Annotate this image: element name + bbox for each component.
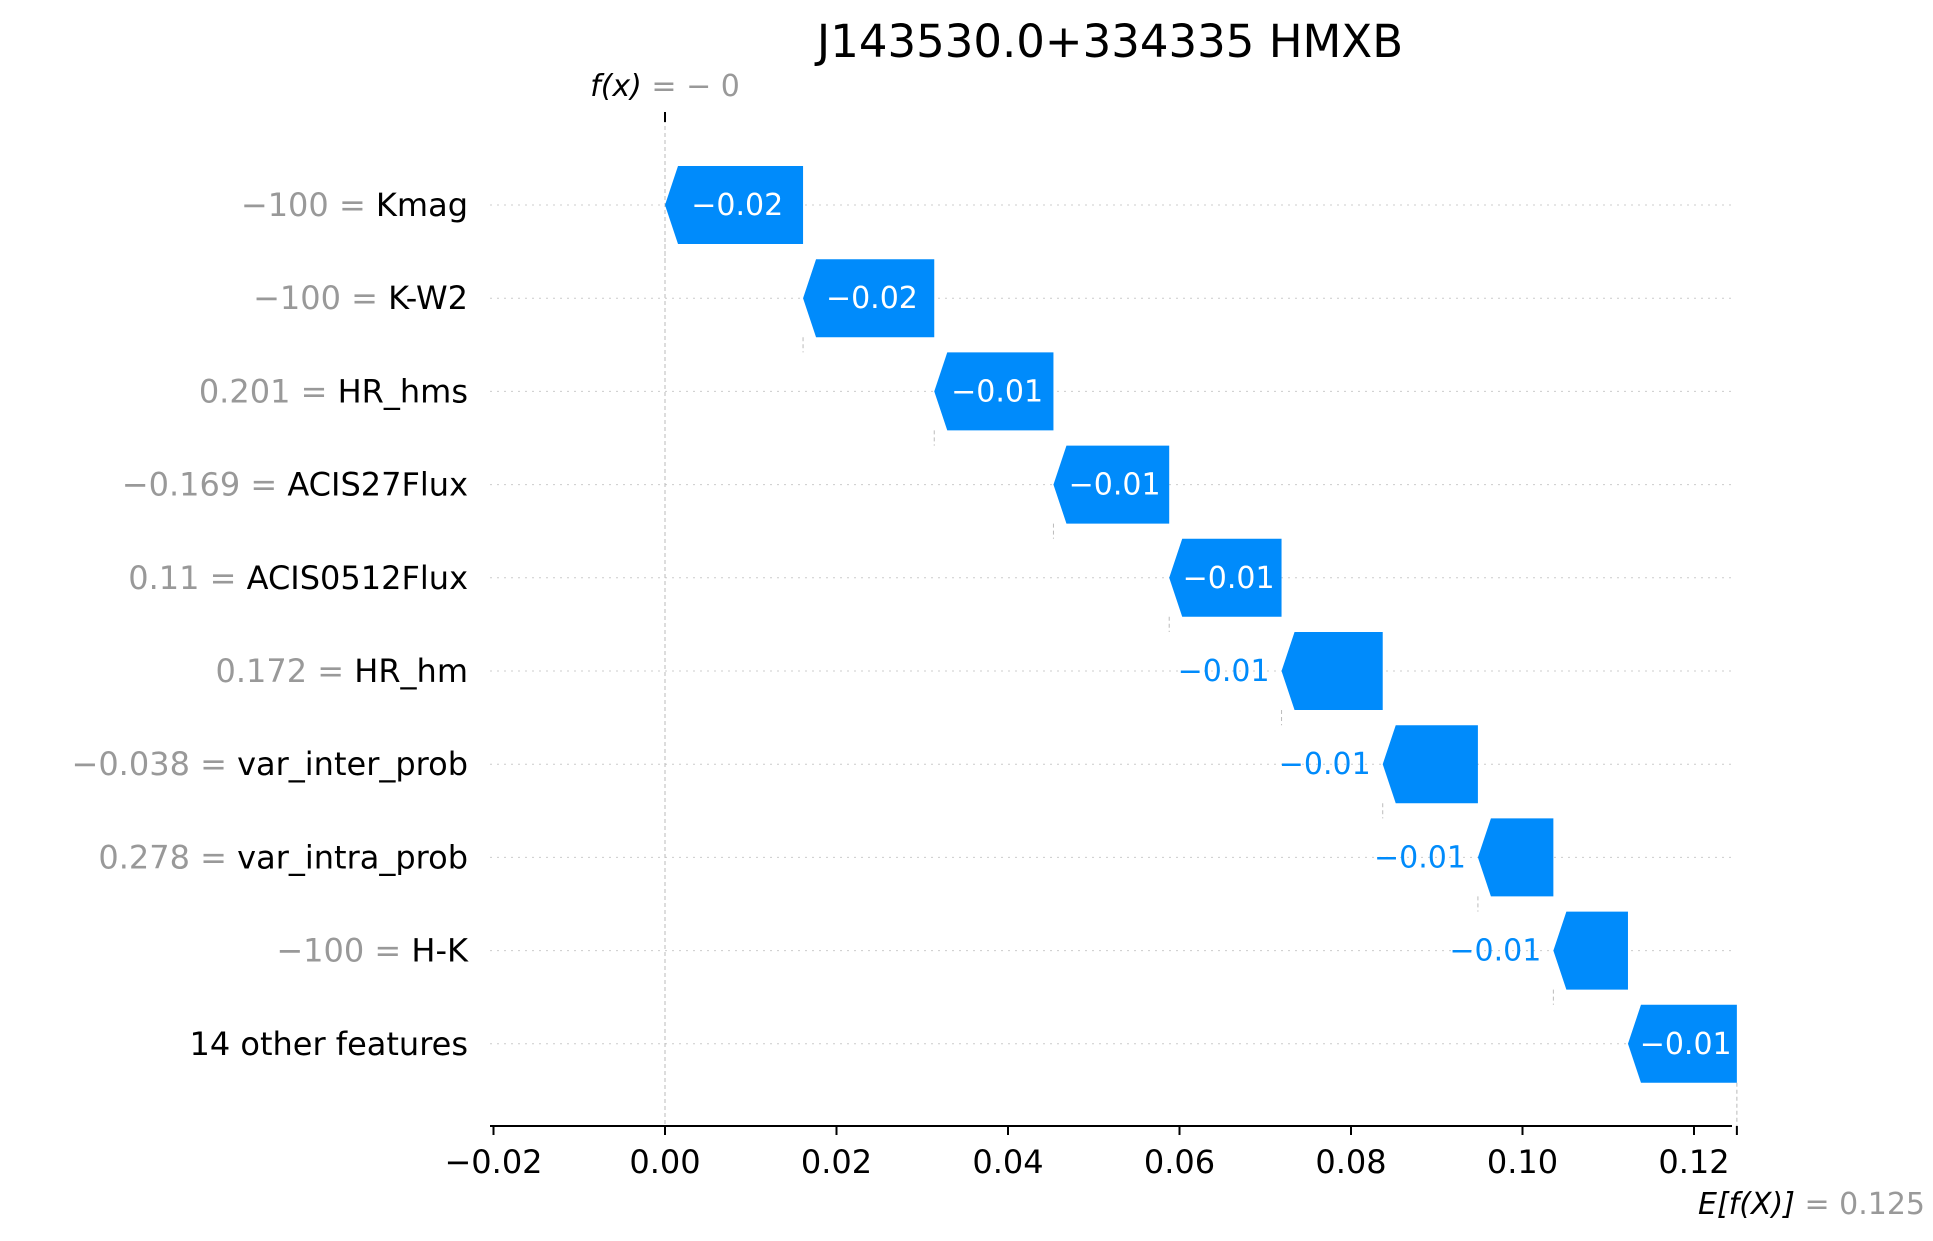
annotation-layer: f(x) = − 0 E[f(X)] = 0.125 xyxy=(590,69,1925,1222)
feature-label: −100 = K-W2 xyxy=(253,279,468,317)
feature-label: −0.038 = var_inter_prob xyxy=(72,745,469,783)
feature-name: var_intra_prob xyxy=(237,838,468,876)
feature-value: −100 = xyxy=(241,186,376,224)
feature-value: −100 = xyxy=(253,279,388,317)
feature-label: −100 = H-K xyxy=(276,932,469,970)
bar-value-label: −0.02 xyxy=(826,281,918,316)
bar-value-label: −0.01 xyxy=(1183,561,1275,596)
bar-value-label: −0.01 xyxy=(951,374,1043,409)
bar-value-label: −0.01 xyxy=(1449,934,1541,969)
feature-value: −0.169 = xyxy=(122,466,288,504)
contribution-bar xyxy=(803,259,935,338)
contribution-bar xyxy=(934,352,1054,431)
feature-label: 14 other features xyxy=(189,1025,468,1063)
feature-name: HR_hm xyxy=(354,652,468,690)
fx-value: = − 0 xyxy=(651,69,739,104)
feature-label: −100 = Kmag xyxy=(241,186,468,224)
base-value: = 0.125 xyxy=(1804,1187,1925,1222)
feature-name: HR_hms xyxy=(338,372,468,410)
bar-value-label: −0.02 xyxy=(691,188,783,223)
feature-name: H-K xyxy=(411,932,469,970)
fx-annotation: f(x) = − 0 xyxy=(590,69,740,104)
feature-value: 0.11 = xyxy=(128,559,246,597)
bar-value-label: −0.01 xyxy=(1069,468,1161,503)
contribution-bar xyxy=(665,166,804,244)
bar-value-label: −0.01 xyxy=(1640,1027,1732,1062)
contribution-bar xyxy=(1382,725,1478,804)
base-label: E[f(X)] xyxy=(1698,1187,1804,1222)
feature-label: 0.201 = HR_hms xyxy=(199,372,468,410)
contribution-bar xyxy=(1053,445,1170,524)
feature-value: −0.038 = xyxy=(72,745,238,783)
x-tick-label: 0.10 xyxy=(1487,1143,1558,1181)
feature-value: 0.172 = xyxy=(215,652,354,690)
x-tick-label: 0.08 xyxy=(1315,1143,1386,1181)
label-layer: −100 = Kmag −0.02 −100 = K-W2 −0.02 0.201 = … xyxy=(72,186,1732,1063)
feature-name: Kmag xyxy=(376,186,468,224)
feature-name: 14 other features xyxy=(189,1025,468,1063)
feature-name: K-W2 xyxy=(388,279,468,317)
x-tick-label: −0.02 xyxy=(444,1143,542,1181)
chart-title: J143530.0+334335 HMXB xyxy=(814,15,1403,68)
x-tick-label: 0.12 xyxy=(1658,1143,1729,1181)
feature-label: 0.172 = HR_hm xyxy=(215,652,468,690)
bar-value-label: −0.01 xyxy=(1374,840,1466,875)
feature-value: 0.278 = xyxy=(98,838,237,876)
contribution-bar xyxy=(1169,538,1282,617)
grid-layer xyxy=(490,204,1732,1045)
feature-label: −0.169 = ACIS27Flux xyxy=(122,466,468,504)
feature-name: var_inter_prob xyxy=(237,745,468,783)
contribution-bar xyxy=(1627,1004,1737,1083)
base-value-annotation: E[f(X)] = 0.125 xyxy=(1698,1187,1925,1222)
feature-label: 0.11 = ACIS0512Flux xyxy=(128,559,468,597)
x-tick-label: 0.06 xyxy=(1144,1143,1215,1181)
feature-value: −100 = xyxy=(276,932,411,970)
feature-name: ACIS0512Flux xyxy=(247,559,468,597)
contribution-bar xyxy=(1477,818,1554,897)
bar-value-label: −0.01 xyxy=(1178,654,1270,689)
x-tick-label: 0.04 xyxy=(972,1143,1043,1181)
feature-value: 0.201 = xyxy=(199,372,338,410)
connector-layer xyxy=(664,112,1738,1126)
x-tick-label: 0.00 xyxy=(629,1143,700,1181)
fx-label: f(x) xyxy=(590,69,651,104)
bar-layer xyxy=(665,166,1737,1083)
x-axis: −0.02 0.00 0.02 0.04 0.06 0.08 0.10 0.12 xyxy=(444,1125,1738,1181)
bar-value-label: −0.01 xyxy=(1279,747,1371,782)
feature-name: ACIS27Flux xyxy=(287,466,468,504)
contribution-bar xyxy=(1553,911,1628,990)
x-tick-label: 0.02 xyxy=(801,1143,872,1181)
contribution-bar xyxy=(1281,632,1383,710)
feature-label: 0.278 = var_intra_prob xyxy=(98,838,468,876)
